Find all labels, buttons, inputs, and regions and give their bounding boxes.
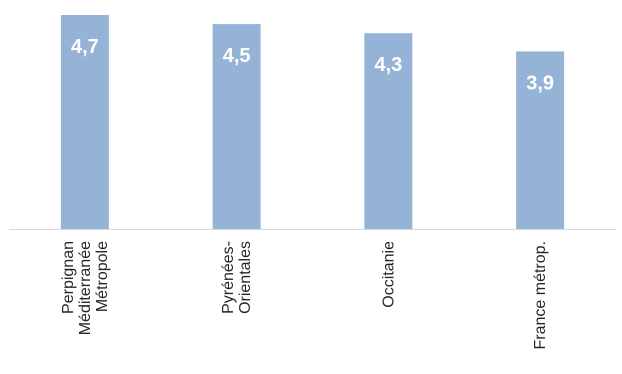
- category-label-2: Pyrénées- Orientales: [220, 241, 254, 314]
- bar-2: [212, 24, 261, 229]
- category-label-line: Métropole: [94, 241, 111, 312]
- category-label-line: Pyrénées-: [220, 241, 237, 314]
- bar-3: [364, 33, 413, 229]
- category-label-1: Perpignan Méditerranée Métropole: [60, 241, 111, 335]
- category-label-3: Occitanie: [380, 241, 397, 308]
- data-label-3: 4,3: [374, 54, 402, 76]
- bar-4: [516, 51, 565, 229]
- bars-group: 4,7 4,5 4,3 3,9: [60, 15, 565, 229]
- category-labels-group: Perpignan Méditerranée Métropole Pyrénées- O…: [60, 241, 549, 350]
- category-label-line: Méditerranée: [77, 241, 94, 335]
- data-label-1: 4,7: [71, 36, 99, 58]
- category-label-4: France métrop.: [532, 241, 549, 349]
- category-label-line: France métrop.: [532, 241, 549, 349]
- category-label-line: Orientales: [237, 241, 254, 314]
- category-label-line: Occitanie: [380, 241, 397, 308]
- data-label-2: 4,5: [223, 45, 251, 67]
- category-label-line: Perpignan: [60, 241, 77, 314]
- bar-1: [60, 15, 109, 229]
- data-label-4: 3,9: [526, 72, 554, 94]
